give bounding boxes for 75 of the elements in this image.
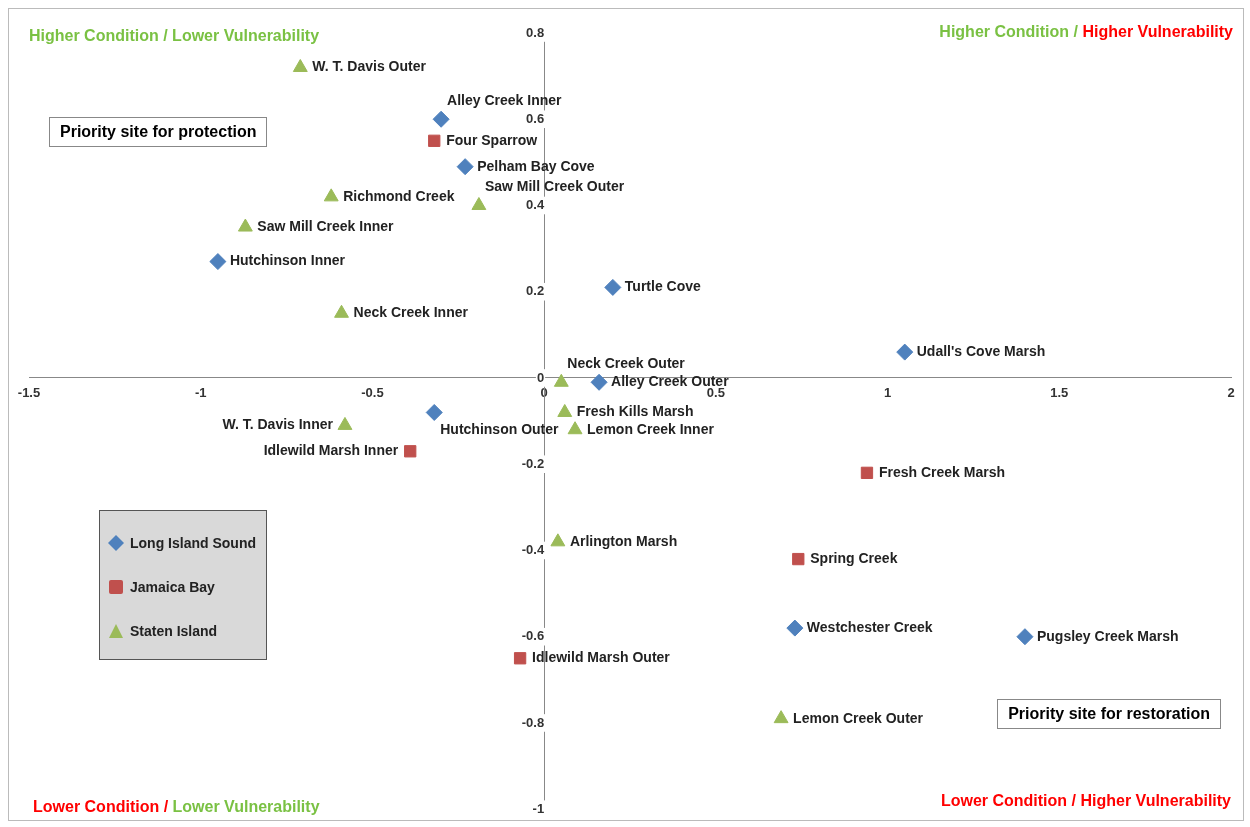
y-tick-label: -0.2 — [521, 455, 545, 471]
point — [786, 619, 804, 637]
data-label: Turtle Cove — [624, 278, 702, 295]
x-tick-label: 2 — [1227, 385, 1235, 401]
legend-label: Long Island Sound — [129, 534, 256, 553]
data-label: Lemon Creek Inner — [587, 420, 715, 437]
y-tick-label: 0.6 — [526, 110, 545, 126]
y-tick-label: 0 — [536, 369, 545, 385]
y-tick-label: -0.6 — [521, 628, 545, 644]
data-label: Hutchinson Inner — [229, 252, 346, 269]
data-label: Saw Mill Creek Inner — [257, 217, 395, 234]
data-label: Westchester Creek — [806, 618, 933, 635]
data-label: Idlewild Marsh Inner — [263, 442, 399, 459]
y-tick-label: -0.4 — [521, 542, 545, 558]
point — [553, 373, 569, 387]
data-label: Spring Creek — [810, 549, 898, 566]
point — [773, 710, 789, 724]
point — [323, 188, 339, 202]
point — [209, 253, 227, 271]
point — [471, 196, 487, 210]
point — [337, 416, 353, 430]
x-tick-label: -1 — [194, 385, 207, 401]
data-label: Idlewild Marsh Outer — [532, 649, 671, 666]
point — [334, 304, 349, 318]
x-tick-label: 1 — [883, 385, 892, 401]
data-label: Alley Creek Inner — [447, 92, 563, 109]
y-tick-label: -0.8 — [521, 714, 545, 730]
annotation: Priority site for protection — [49, 117, 268, 147]
point — [456, 158, 474, 176]
x-tick-label: 1.5 — [1050, 385, 1069, 401]
data-label: W. T. Davis Outer — [312, 58, 427, 75]
data-label: Udall's Cove Marsh — [916, 342, 1046, 359]
data-label: Arlington Marsh — [569, 532, 678, 549]
point — [513, 652, 527, 665]
data-label: Pelham Bay Cove — [477, 157, 595, 174]
data-label: W. T. Davis Inner — [222, 416, 334, 433]
point — [557, 403, 573, 417]
legend-label: Staten Island — [129, 622, 219, 641]
point — [292, 59, 308, 72]
data-label: Hutchinson Outer — [440, 421, 560, 438]
point — [432, 110, 450, 128]
point — [896, 343, 914, 361]
x-tick-label: -1.5 — [17, 385, 41, 401]
data-label: Fresh Kills Marsh — [576, 403, 694, 420]
data-label: Pugsley Creek Marsh — [1036, 627, 1179, 644]
point — [860, 466, 874, 479]
annotation: Lower Condition / Lower Vulnerability — [33, 798, 320, 815]
point — [425, 403, 443, 421]
annotation: Higher Condition / Lower Vulnerability — [29, 27, 320, 44]
point — [550, 533, 566, 547]
point — [1016, 628, 1034, 646]
point — [792, 552, 805, 566]
y-tick-label: 0.2 — [526, 283, 545, 299]
data-label: Neck Creek Inner — [353, 304, 469, 321]
y-tick-label: 0.4 — [526, 197, 545, 213]
annotation: Lower Condition / Higher Vulnerability — [940, 792, 1231, 809]
annotation: Priority site for restoration — [997, 699, 1221, 729]
point — [428, 134, 441, 147]
y-tick-label: 0.8 — [526, 24, 545, 40]
point — [604, 278, 622, 296]
x-tick-label: -0.5 — [361, 385, 384, 401]
data-label: Fresh Creek Marsh — [878, 463, 1006, 480]
data-label: Four Sparrow — [446, 131, 538, 148]
data-label: Richmond Creek — [343, 187, 455, 204]
data-label: Neck Creek Outer — [567, 355, 686, 372]
point — [404, 445, 417, 458]
x-tick-label: 0.5 — [706, 385, 725, 401]
legend-label: Jamaica Bay — [129, 578, 216, 597]
data-label: Saw Mill Creek Outer — [484, 178, 625, 195]
data-label: Lemon Creek Outer — [793, 709, 924, 726]
point — [237, 218, 253, 232]
point — [567, 421, 583, 435]
point — [590, 373, 608, 391]
annotation: Higher Condition / Higher Vulnerability — [939, 23, 1233, 40]
y-tick-label: -1 — [532, 800, 545, 816]
